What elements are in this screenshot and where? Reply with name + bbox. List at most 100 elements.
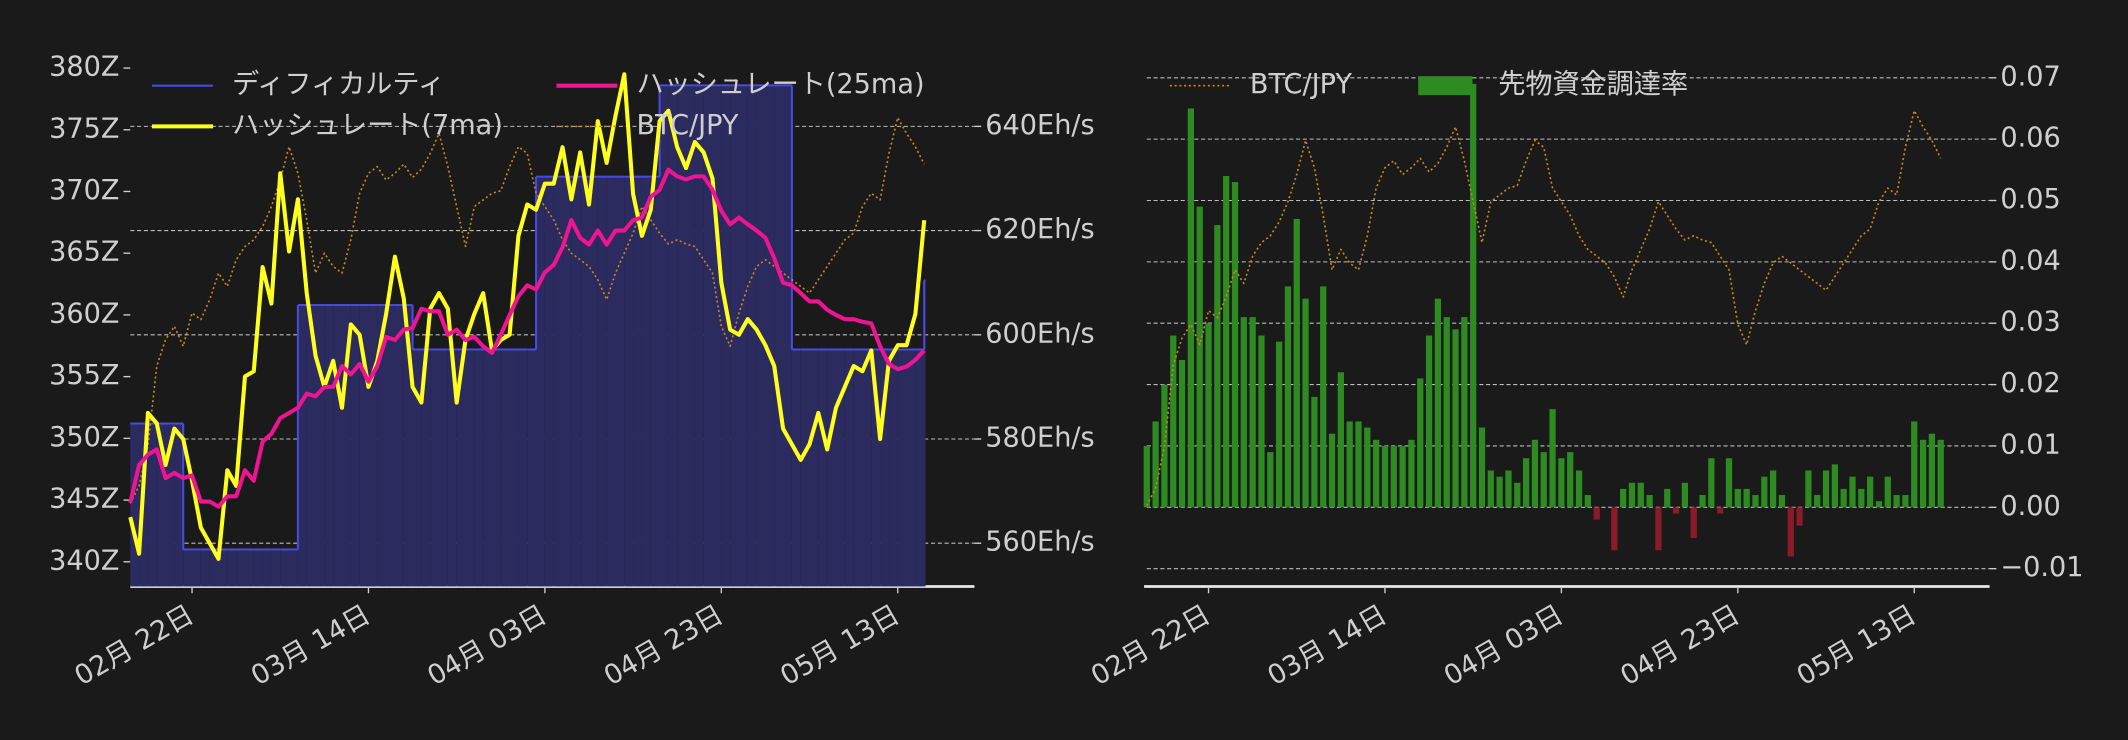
step-fill [791, 349, 801, 587]
step-fill [871, 349, 881, 587]
bar [1699, 495, 1706, 508]
step-fill [712, 85, 722, 587]
step-fill [156, 423, 166, 587]
y-tick-label: 355Z [49, 360, 119, 391]
step-fill [659, 85, 669, 587]
step-fill [227, 549, 237, 587]
x-tick-label: 04月 23日 [1615, 599, 1745, 692]
bar [1858, 488, 1865, 508]
step-fill [439, 349, 448, 587]
bar [1646, 495, 1653, 508]
bar [1496, 476, 1503, 508]
step-fill [412, 349, 422, 587]
bar [1575, 470, 1583, 508]
step-fill [544, 176, 554, 587]
step-fill [394, 305, 404, 587]
bar [1584, 495, 1591, 508]
step-fill [350, 305, 360, 587]
step-fill [262, 549, 272, 587]
step-fill [818, 349, 828, 587]
bar [1593, 507, 1600, 520]
bar [1390, 445, 1397, 508]
y-tick-label: 345Z [49, 484, 119, 515]
step-fill [315, 305, 325, 587]
step-fill [562, 176, 572, 587]
x-tick-label: 03月 14日 [1262, 599, 1392, 692]
bar [1284, 286, 1292, 508]
step-fill [253, 549, 263, 587]
step-fill [827, 349, 836, 587]
step-fill [809, 349, 819, 587]
bar [1664, 488, 1671, 508]
step-fill [686, 85, 695, 587]
bar [1293, 218, 1300, 508]
bar [1867, 476, 1874, 508]
bar [1567, 452, 1574, 508]
bar [1672, 507, 1680, 514]
step-fill [536, 176, 545, 587]
bar [1831, 464, 1838, 508]
bar [1514, 482, 1521, 508]
bar [1778, 495, 1786, 508]
step-fill [218, 549, 228, 587]
step-fill [721, 85, 731, 587]
y-tick-label: 340Z [49, 545, 119, 576]
bar [1152, 421, 1159, 508]
step-fill [589, 176, 598, 587]
legend-label: ディフィカルティ [232, 69, 445, 100]
bar [1178, 360, 1186, 508]
step-fill [209, 549, 219, 587]
bar [1655, 507, 1662, 551]
step-fill [297, 305, 307, 587]
step-fill [430, 349, 440, 587]
bar [1328, 433, 1336, 508]
step-fill [342, 305, 351, 587]
step-fill [783, 85, 792, 587]
bar [1311, 396, 1318, 508]
step-fill [844, 349, 854, 587]
step-fill [694, 85, 704, 587]
bar [1196, 206, 1203, 508]
step-fill [483, 349, 492, 587]
bar [1249, 317, 1256, 508]
step-fill [165, 423, 175, 587]
step-fill [650, 176, 660, 587]
legend-label: 先物資金調達率 [1498, 69, 1688, 100]
step-fill [880, 349, 889, 587]
bar [1690, 507, 1697, 538]
step-fill [597, 176, 607, 587]
step-fill [491, 349, 501, 587]
bar [1805, 470, 1812, 508]
bar [1214, 225, 1221, 508]
step-fill [509, 349, 519, 587]
y2-tick-label: 640Eh/s [985, 110, 1094, 141]
y2-tick-label: 600Eh/s [985, 318, 1094, 349]
step-fill [403, 305, 413, 587]
bar [1434, 298, 1442, 508]
x-tick-label: 02月 22日 [70, 599, 200, 692]
step-fill [421, 349, 431, 587]
bar [1875, 501, 1883, 508]
bar [1769, 470, 1777, 508]
bar [1814, 495, 1821, 508]
y-tick-label: 0.03 [2000, 307, 2060, 338]
bar [1143, 445, 1150, 508]
bar [1275, 341, 1283, 508]
step-fill [624, 176, 634, 587]
bar [1708, 458, 1715, 508]
step-fill [306, 305, 316, 587]
y-tick-label: 0.05 [2000, 184, 2060, 215]
legend-label: ハッシュレート(25ma) [637, 69, 925, 100]
bar [1761, 476, 1768, 508]
step-fill [738, 85, 748, 587]
step-fill [377, 305, 387, 587]
bar [1408, 439, 1415, 508]
step-fill [130, 423, 140, 587]
legend-label: ハッシュレート(7ma) [232, 110, 503, 141]
step-fill [836, 349, 845, 587]
step-fill [677, 85, 687, 587]
legend-swatch [1418, 76, 1473, 96]
step-fill [915, 349, 925, 587]
